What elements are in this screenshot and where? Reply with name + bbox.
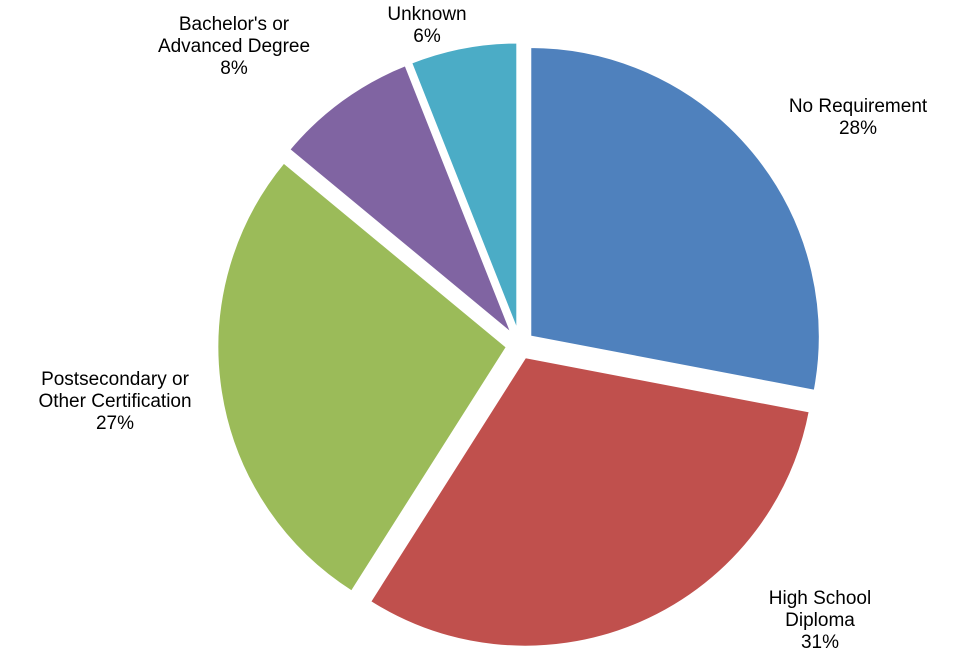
slice-value-label-1: 31% — [801, 632, 839, 653]
slice-value-label-2: 27% — [96, 413, 134, 434]
slice-label-0: No Requirement 28% — [789, 96, 928, 139]
slice-category-label-2-1: Other Certification — [38, 391, 191, 412]
slice-value-label-4: 6% — [413, 26, 441, 47]
pie-slice-4 — [409, 40, 519, 334]
slice-label-1: High School Diploma 31% — [769, 588, 871, 653]
slice-category-label-1-1: Diploma — [785, 610, 855, 631]
pie-slice-2 — [215, 160, 509, 594]
slice-category-label-3-0: Bachelor's or — [179, 14, 290, 35]
slice-label-3: Bachelor's or Advanced Degree 8% — [158, 14, 310, 79]
slice-value-label-0: 28% — [839, 118, 877, 139]
slice-category-label-0-0: No Requirement — [789, 96, 928, 117]
slice-category-label-1-0: High School — [769, 588, 871, 609]
pie-slice-3 — [287, 63, 514, 336]
slice-value-label-3: 8% — [220, 58, 248, 79]
slice-label-4: Unknown 6% — [387, 4, 466, 47]
pie-slice-1 — [368, 355, 812, 649]
slice-label-2: Postsecondary or Other Certification 27% — [38, 369, 191, 434]
pie-slice-0 — [528, 45, 822, 393]
slice-category-label-3-1: Advanced Degree — [158, 36, 310, 57]
slice-category-label-4-0: Unknown — [387, 4, 466, 25]
slice-category-label-2-0: Postsecondary or — [41, 369, 190, 390]
